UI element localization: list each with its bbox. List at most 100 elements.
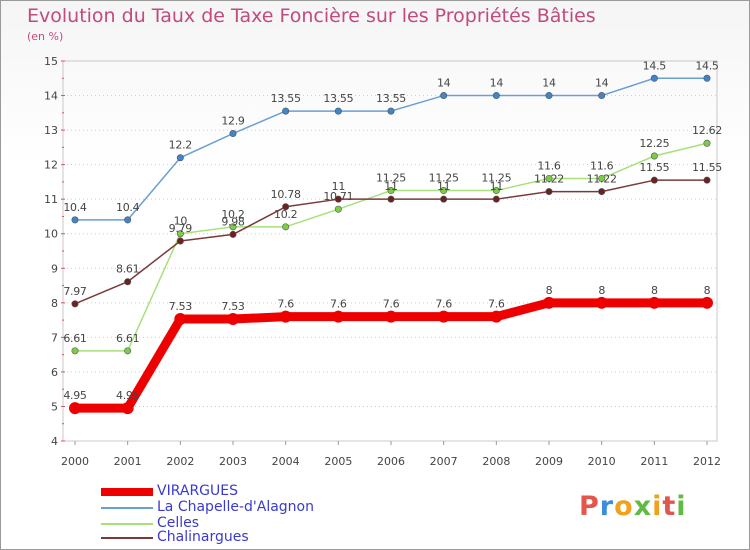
data-label: 7.6 bbox=[435, 298, 452, 311]
data-point bbox=[440, 92, 448, 100]
data-point bbox=[440, 195, 448, 203]
data-point bbox=[124, 347, 132, 355]
x-tick-label: 2009 bbox=[535, 455, 563, 468]
data-point bbox=[334, 205, 342, 213]
data-label: 14 bbox=[542, 77, 556, 90]
data-label: 11.25 bbox=[429, 172, 459, 185]
logo-letter: r bbox=[599, 491, 615, 522]
data-point bbox=[71, 216, 79, 224]
data-point bbox=[71, 347, 79, 355]
data-label: 10.4 bbox=[63, 201, 87, 214]
data-label: 11.55 bbox=[692, 161, 722, 174]
data-label: 4.95 bbox=[63, 389, 87, 402]
data-label: 9.98 bbox=[221, 215, 245, 228]
y-tick-label: 8 bbox=[51, 297, 58, 310]
data-point bbox=[229, 230, 237, 238]
x-tick-label: 2008 bbox=[482, 455, 510, 468]
data-point bbox=[598, 188, 606, 196]
data-point bbox=[648, 296, 661, 309]
data-label: 11 bbox=[332, 180, 345, 193]
data-point bbox=[332, 310, 345, 323]
logo-letter: i bbox=[676, 491, 687, 522]
data-point bbox=[176, 154, 184, 162]
data-label: 7.6 bbox=[330, 298, 347, 311]
x-tick-label: 2006 bbox=[377, 455, 405, 468]
data-point bbox=[387, 107, 395, 115]
data-point bbox=[176, 237, 184, 245]
data-point bbox=[650, 74, 658, 82]
data-point bbox=[490, 310, 503, 323]
x-tick-label: 2010 bbox=[588, 455, 616, 468]
data-label: 7.6 bbox=[277, 298, 294, 311]
data-point bbox=[440, 187, 448, 195]
data-point bbox=[229, 130, 237, 138]
data-point bbox=[279, 310, 292, 323]
data-label: 8 bbox=[651, 284, 658, 297]
data-point bbox=[543, 296, 555, 309]
data-label: 6.61 bbox=[116, 332, 139, 345]
y-tick-label: 7 bbox=[51, 331, 58, 344]
data-point bbox=[703, 139, 711, 147]
data-point bbox=[385, 310, 397, 323]
data-label: 11.22 bbox=[534, 173, 564, 186]
data-label: 13.55 bbox=[323, 92, 353, 105]
data-point bbox=[121, 402, 134, 415]
y-tick-label: 10 bbox=[44, 228, 58, 241]
data-point bbox=[124, 216, 132, 224]
series-virargues: 4.95 4.95 7.53 7.53 7.6 7.6 7.6 7.6 7.6 8 8 8 8 bbox=[63, 284, 713, 415]
data-point bbox=[545, 188, 553, 196]
logo-letter: o bbox=[614, 491, 634, 522]
data-point bbox=[492, 187, 500, 195]
data-label: 14.5 bbox=[695, 59, 719, 72]
data-label: 14 bbox=[490, 77, 504, 90]
data-point bbox=[598, 174, 606, 182]
x-tick-label: 2005 bbox=[324, 455, 352, 468]
data-point bbox=[227, 313, 239, 326]
legend-swatch bbox=[101, 507, 153, 509]
data-label: 11.22 bbox=[587, 173, 617, 186]
data-label: 7.6 bbox=[383, 298, 400, 311]
data-point bbox=[595, 296, 608, 309]
data-point bbox=[229, 223, 237, 231]
data-point bbox=[334, 195, 342, 203]
data-label: 13.55 bbox=[271, 92, 301, 105]
x-tick-label: 2003 bbox=[219, 455, 247, 468]
data-label: 11.6 bbox=[590, 159, 614, 172]
chart-title: Evolution du Taux de Taxe Foncière sur l… bbox=[27, 5, 596, 27]
data-label: 7.97 bbox=[63, 285, 87, 298]
data-label: 11.55 bbox=[639, 161, 669, 174]
data-point bbox=[69, 402, 81, 415]
data-label: 12.2 bbox=[169, 139, 192, 152]
legend-label: Chalinargues bbox=[157, 529, 249, 545]
data-label: 13.55 bbox=[376, 92, 406, 105]
data-label: 10.2 bbox=[221, 208, 244, 221]
data-point bbox=[703, 74, 711, 82]
y-tick-label: 13 bbox=[44, 124, 58, 137]
data-label: 8 bbox=[598, 284, 605, 297]
data-label: 10 bbox=[174, 215, 188, 228]
data-point bbox=[71, 300, 79, 308]
data-label: 11.25 bbox=[481, 172, 511, 185]
y-tick-label: 11 bbox=[44, 193, 58, 206]
legend-label: VIRARGUES bbox=[157, 483, 238, 499]
data-label: 8 bbox=[546, 284, 553, 297]
y-tick-label: 5 bbox=[51, 400, 58, 413]
plot-area bbox=[62, 60, 718, 442]
data-point bbox=[387, 187, 395, 195]
data-point bbox=[176, 230, 184, 238]
data-point bbox=[545, 174, 553, 182]
x-tick-label: 2000 bbox=[61, 455, 89, 468]
y-tick-label: 6 bbox=[51, 366, 58, 379]
data-label: 11.6 bbox=[537, 159, 561, 172]
data-label: 10.2 bbox=[274, 208, 297, 221]
data-point bbox=[701, 296, 713, 309]
data-label: 6.61 bbox=[63, 332, 86, 345]
data-label: 10.4 bbox=[116, 201, 140, 214]
logo-letter: t bbox=[662, 491, 677, 522]
data-point bbox=[545, 92, 553, 100]
proxiti-logo: Proxiti bbox=[579, 491, 687, 522]
data-label: 14.5 bbox=[643, 59, 667, 72]
data-point bbox=[282, 107, 290, 115]
